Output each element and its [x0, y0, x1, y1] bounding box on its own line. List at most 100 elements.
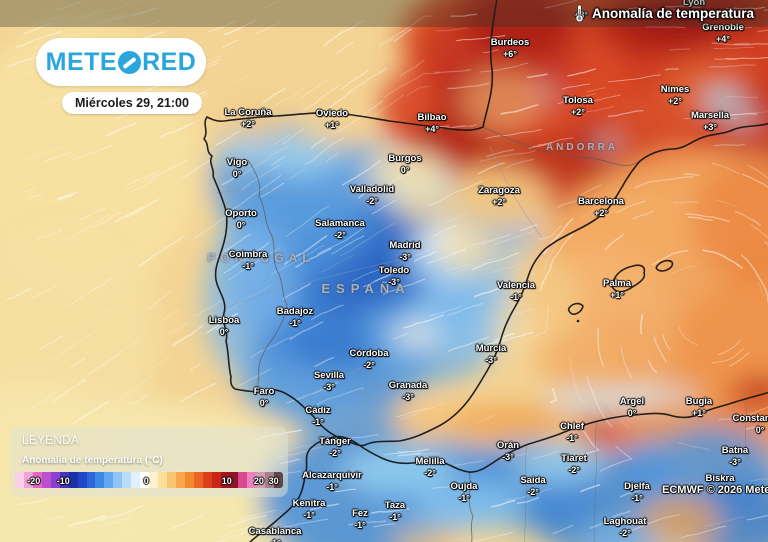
legend-color-segment [193, 472, 203, 488]
city-label-burgos: Burgos 0° [388, 153, 422, 175]
city-label-constantina: Constantina0° [732, 413, 768, 435]
region-label-portugal: PORTUGAL [207, 251, 315, 265]
legend-tick: 10 [221, 476, 232, 486]
legend-color-bar [15, 472, 283, 488]
legend-color-segment [274, 472, 283, 488]
legend-color-segment [41, 472, 51, 488]
legend-panel: LEYENDA Anomalía de temperatura (°C) [10, 427, 288, 497]
city-label-cadiz: Cádiz -1° [305, 405, 331, 427]
legend-color-segment [59, 472, 69, 488]
city-label-oran: Orán -3° [496, 440, 520, 462]
legend-color-segment [95, 472, 105, 488]
city-label-alcazarquivir: Alcazarquivir -1° [302, 470, 362, 492]
city-label-oujda: Oujda -1° [450, 481, 478, 503]
city-label-palma: Palma +1° [603, 278, 631, 300]
city-label-kenitra: Kenitra -1° [292, 498, 326, 520]
meteored-logo: METE RED [36, 38, 206, 86]
city-label-madrid: Madrid -3° [389, 240, 421, 262]
legend-color-segment [68, 472, 78, 488]
city-label-marsella: Marsella +3° [690, 110, 730, 132]
legend-title: LEYENDA [22, 435, 80, 447]
city-label-toledo: Toledo -3° [378, 265, 410, 287]
city-label-tiaret: Tiaret -2° [561, 453, 587, 475]
city-label-chlef: Chlef -1° [560, 421, 584, 443]
city-label-oporto: Oporto 0° [225, 208, 257, 230]
legend-color-segment [184, 472, 194, 488]
city-label-vigo: Vigo 0° [226, 157, 248, 179]
city-label-lisboa: Lisboa 0° [208, 315, 240, 337]
map-header-band: Anomalía de temperatura [0, 0, 768, 27]
city-label-bugia: Bugia +1° [685, 396, 713, 418]
city-label-fez: Fez -1° [352, 508, 368, 530]
legend-color-segment [15, 472, 24, 488]
city-label-coimbra: Coimbra -1° [228, 249, 268, 271]
legend-tick: 30 [268, 476, 279, 486]
city-label-laghouat: Laghouat -2° [603, 516, 647, 538]
legend-color-segment [166, 472, 176, 488]
meteored-logo-text: METE RED [45, 47, 197, 76]
legend-color-segment [247, 472, 257, 488]
city-label-valladolid: Valladolid -2° [349, 184, 395, 206]
city-label-oviedo: Oviedo +1° [315, 108, 349, 130]
city-label-biskra: Biskra [705, 473, 735, 484]
legend-color-segment [220, 472, 230, 488]
city-label-granada: Granada -3° [388, 380, 428, 402]
legend-tick: -10 [56, 476, 70, 486]
legend-color-segment [238, 472, 248, 488]
legend-color-segment [50, 472, 60, 488]
datetime-badge: Miércoles 29, 21:00 [62, 92, 202, 114]
legend-color-segment [86, 472, 96, 488]
city-label-argel: Argel 0° [619, 396, 645, 418]
city-label-sevilla: Sevilla -3° [313, 370, 345, 392]
legend-ticks: -20 -10 0 10 20 30 [15, 474, 283, 490]
city-label-burdeos: Burdeos +6° [490, 37, 530, 59]
legend-color-segment [265, 472, 275, 488]
legend-color-segment [229, 472, 239, 488]
legend-color-segment [149, 472, 158, 488]
legend-color-segment [140, 472, 150, 488]
city-label-badajoz: Badajoz -1° [276, 306, 314, 328]
thermometer-icon [575, 4, 584, 23]
region-label-españa: ESPAÑA [321, 281, 411, 296]
city-label-zaragoza: Zaragoza +2° [478, 185, 520, 207]
city-label-cordoba: Córdoba -2° [349, 348, 389, 370]
region-label-andorra: ANDORRA [545, 142, 619, 153]
city-label-tanger: Tánger -2° [319, 436, 351, 458]
legend-color-segment [202, 472, 212, 488]
attribution-text: ECMWF © 2026 Meteored [662, 484, 768, 496]
legend-color-segment [32, 472, 42, 488]
city-label-nimes: Nimes +2° [660, 84, 690, 106]
legend-color-segment [256, 472, 266, 488]
map-title: Anomalía de temperatura [591, 6, 754, 21]
meteored-logo-o-icon [118, 50, 142, 74]
legend-color-segment [175, 472, 185, 488]
legend-color-segment [77, 472, 87, 488]
city-label-murcia: Murcia -3° [475, 343, 507, 365]
legend-color-segment [158, 472, 167, 488]
legend-variable-label: Anomalía de temperatura (°C) [22, 455, 163, 466]
city-label-bilbao: Bilbao +4° [417, 112, 447, 134]
city-label-taza: Taza -1° [384, 500, 406, 522]
legend-color-segment [131, 472, 141, 488]
city-label-batna: Batna -3° [721, 445, 749, 467]
city-label-casablanca: Casablanca-1° [248, 526, 302, 542]
legend-tick: 0 [143, 476, 149, 486]
city-label-grenoble: Grenoble +4° [702, 22, 744, 44]
city-label-barcelona: Barcelona +2° [578, 196, 624, 218]
legend-color-segment [122, 472, 132, 488]
city-label-valencia: Valencia -1° [496, 280, 536, 302]
legend-color-segment [113, 472, 123, 488]
legend-color-segment [23, 472, 33, 488]
legend-color-segment [211, 472, 221, 488]
city-label-tolosa: Tolosa +2° [563, 95, 593, 117]
city-label-saida: Saida -2° [520, 475, 546, 497]
city-label-la-coruna: La Coruña +2° [224, 107, 272, 129]
city-label-lyon: Lyon +4° [682, 0, 706, 19]
legend-color-segment [104, 472, 114, 488]
legend-tick: 20 [253, 476, 264, 486]
city-label-melilla: Melilla -2° [415, 456, 445, 478]
legend-tick: -20 [27, 476, 41, 486]
